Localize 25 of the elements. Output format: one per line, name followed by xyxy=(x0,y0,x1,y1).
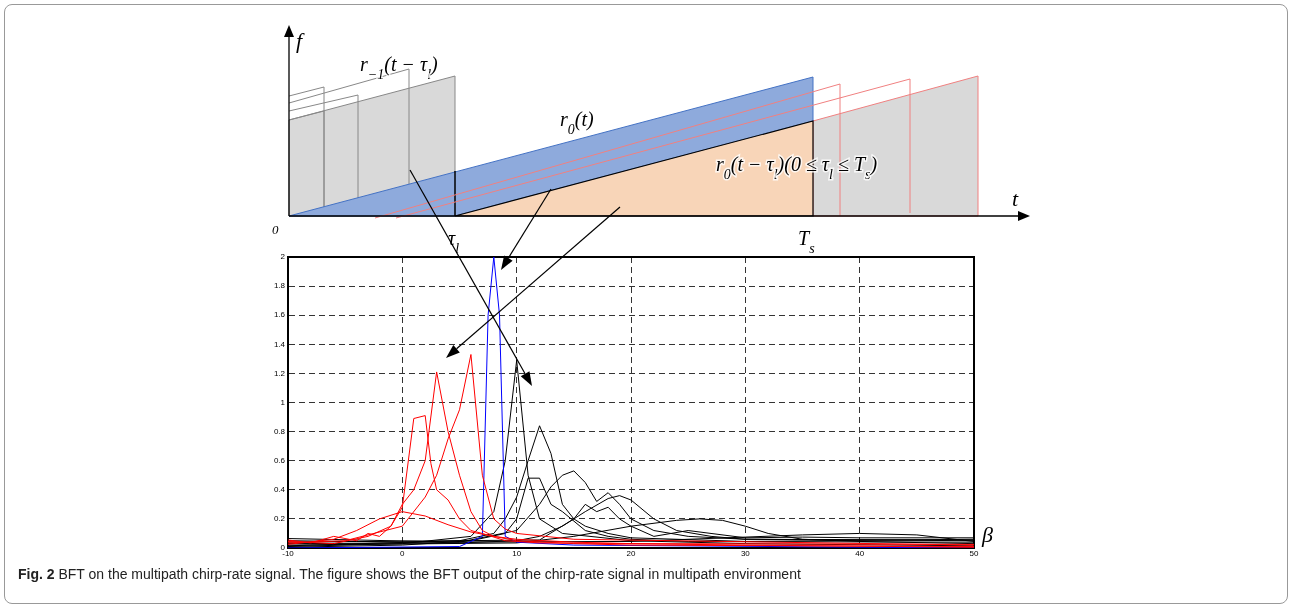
y-tick-label: 1.8 xyxy=(273,281,286,291)
text: τ$_{l}$ xyxy=(448,227,460,256)
text: f xyxy=(296,28,305,53)
y-tick-label: 0.4 xyxy=(273,485,286,494)
y-tick-label: 0.8 xyxy=(273,426,286,436)
x-tick-label: 50 xyxy=(969,549,979,558)
text: r$_{−1}$(t − τ$_{l}$) xyxy=(360,53,439,82)
y-tick-label: 0.6 xyxy=(273,455,286,465)
x-tick-label: 20 xyxy=(626,549,636,558)
text: t xyxy=(1012,186,1019,211)
y-tick-label: 1.2 xyxy=(273,368,286,378)
x-tick-label: -10 xyxy=(282,549,295,558)
x-tick-label: 10 xyxy=(512,549,522,558)
x-axis-title: β xyxy=(981,521,993,547)
x-tick-label: 30 xyxy=(740,549,751,558)
text: T$_{s}$ xyxy=(798,227,816,256)
y-tick-label: 2 xyxy=(280,252,286,262)
y-tick-label: 0.2 xyxy=(273,514,286,524)
y-tick-label: 1.6 xyxy=(273,310,286,320)
caption: Fig. 2 BFT on the multipath chirp-rate signal. The figure shows the BFT output of the chirp-rate signal in multipath environment xyxy=(18,566,801,582)
x-tick-label: 40 xyxy=(855,549,865,558)
text: r$_{0}$(t) xyxy=(560,108,595,137)
y-tick-label: 1 xyxy=(280,397,286,407)
y-tick-label: 1.4 xyxy=(273,339,286,349)
x-tick-label: 0 xyxy=(400,549,406,558)
